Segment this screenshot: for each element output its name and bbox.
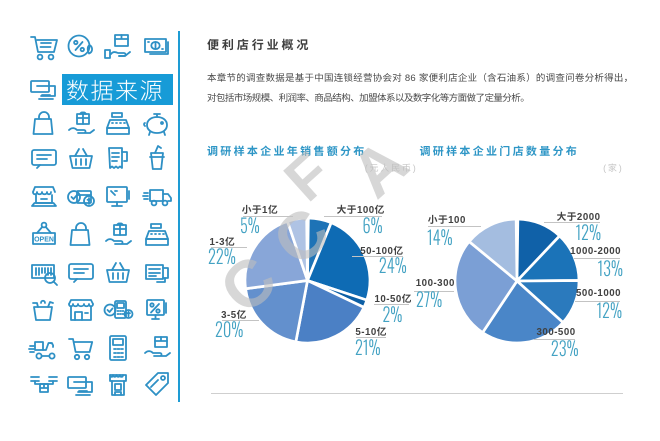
svg-text:OPEN: OPEN bbox=[34, 237, 54, 244]
